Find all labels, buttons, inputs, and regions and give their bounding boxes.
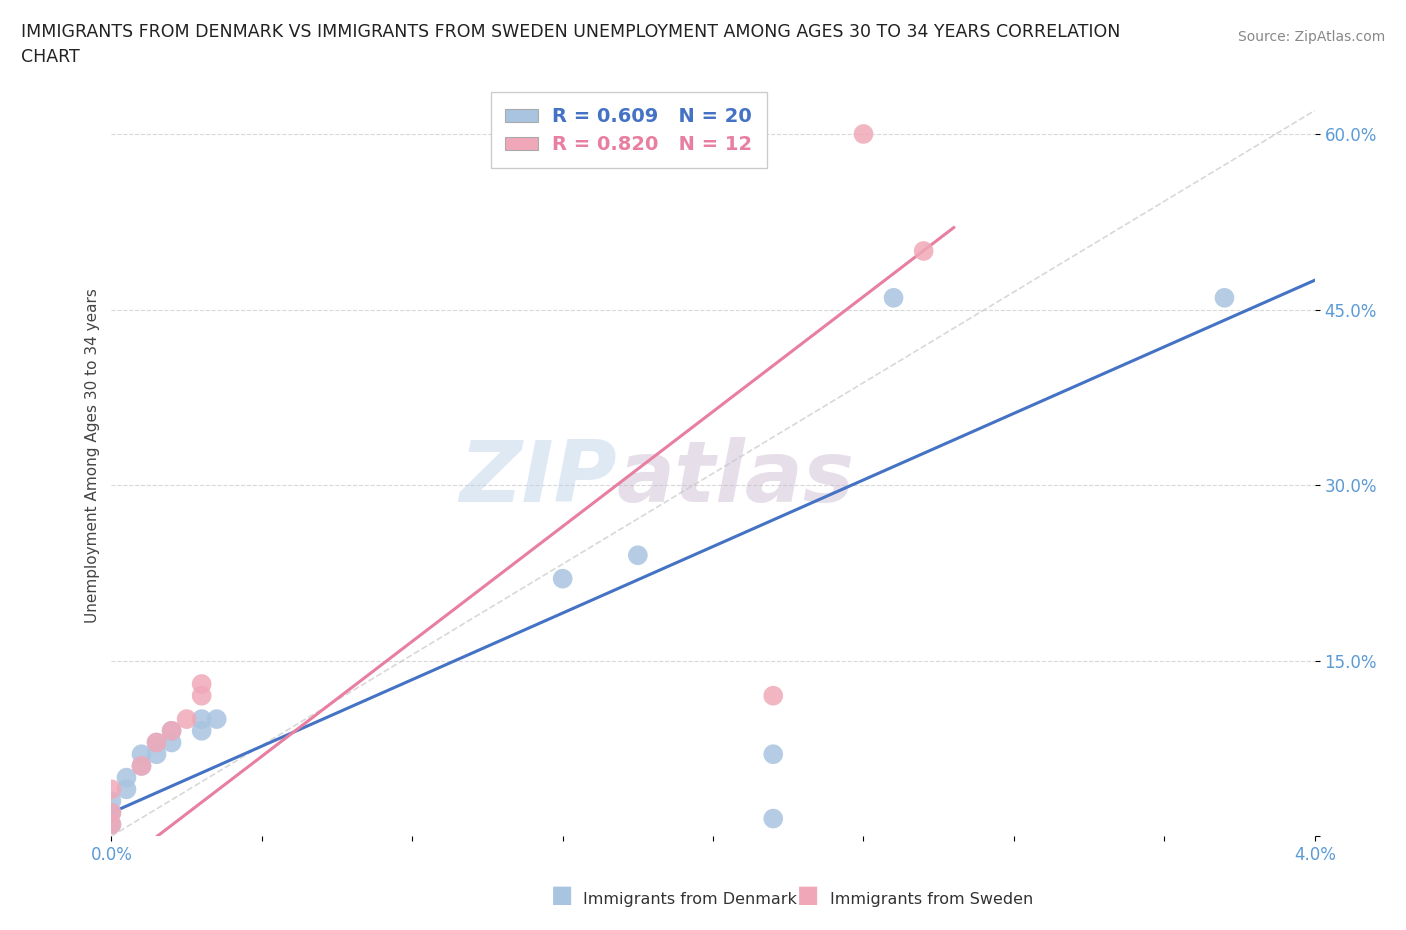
Point: [762, 811, 785, 826]
Point: [627, 548, 650, 563]
Point: [551, 571, 574, 586]
Text: CHART: CHART: [21, 48, 80, 66]
Text: Source: ZipAtlas.com: Source: ZipAtlas.com: [1237, 30, 1385, 44]
Point: [762, 747, 785, 762]
Point: [762, 688, 785, 703]
Text: ■: ■: [551, 883, 574, 907]
Point: [100, 817, 122, 831]
Text: ZIP: ZIP: [460, 437, 617, 520]
Text: IMMIGRANTS FROM DENMARK VS IMMIGRANTS FROM SWEDEN UNEMPLOYMENT AMONG AGES 30 TO : IMMIGRANTS FROM DENMARK VS IMMIGRANTS FR…: [21, 23, 1121, 41]
Point: [160, 735, 183, 750]
Text: atlas: atlas: [617, 437, 855, 520]
Point: [912, 244, 935, 259]
Point: [115, 770, 138, 785]
Point: [100, 793, 122, 808]
Point: [852, 126, 875, 141]
Point: [1213, 290, 1236, 305]
Point: [160, 724, 183, 738]
Text: Immigrants from Sweden: Immigrants from Sweden: [830, 892, 1033, 907]
Point: [883, 290, 905, 305]
Point: [100, 817, 122, 831]
Point: [205, 711, 228, 726]
Y-axis label: Unemployment Among Ages 30 to 34 years: Unemployment Among Ages 30 to 34 years: [86, 288, 100, 623]
Point: [100, 805, 122, 820]
Text: ■: ■: [797, 883, 820, 907]
Point: [131, 759, 153, 774]
Point: [131, 747, 153, 762]
Point: [145, 747, 167, 762]
Point: [131, 759, 153, 774]
Point: [100, 782, 122, 797]
Point: [160, 724, 183, 738]
Point: [190, 676, 212, 691]
Point: [115, 782, 138, 797]
Point: [145, 735, 167, 750]
Legend: R = 0.609   N = 20, R = 0.820   N = 12: R = 0.609 N = 20, R = 0.820 N = 12: [491, 92, 766, 168]
Point: [100, 805, 122, 820]
Point: [190, 711, 212, 726]
Point: [190, 724, 212, 738]
Text: Immigrants from Denmark: Immigrants from Denmark: [583, 892, 797, 907]
Point: [190, 688, 212, 703]
Point: [176, 711, 198, 726]
Point: [145, 735, 167, 750]
